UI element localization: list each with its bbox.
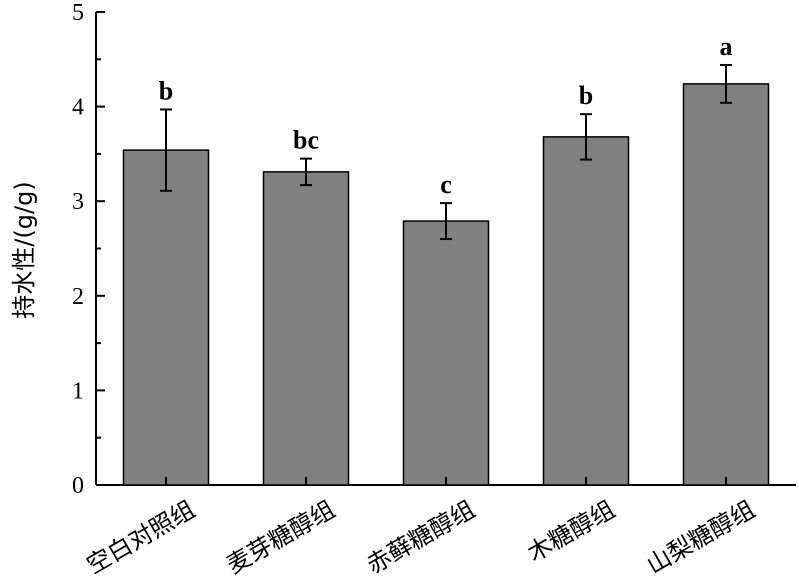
y-tick-label: 2: [72, 284, 84, 310]
significance-label: b: [159, 76, 173, 105]
x-tick-label: 赤藓糖醇组: [362, 495, 480, 579]
x-tick-label: 麦芽糖醇组: [222, 495, 340, 579]
bar-4: [542, 136, 630, 486]
y-tick-label: 0: [72, 473, 84, 499]
bar-2: [262, 171, 350, 486]
x-axis-labels: 空白对照组 麦芽糖醇组 赤藓糖醇组 木糖醇组 山梨糖醇组: [82, 477, 760, 579]
y-axis-ticks: 0 1 2 3 4 5: [72, 0, 105, 499]
bars: b bc c b a: [122, 32, 770, 486]
significance-label: c: [440, 170, 452, 199]
y-tick-label: 3: [72, 189, 84, 215]
bar-5: [682, 83, 770, 486]
significance-label: a: [720, 32, 733, 61]
y-tick-label: 5: [72, 0, 84, 26]
x-tick-label: 木糖醇组: [523, 495, 620, 567]
y-tick-label: 1: [72, 378, 84, 404]
x-tick-label: 山梨糖醇组: [642, 495, 760, 579]
y-tick-label: 4: [72, 95, 84, 121]
x-tick-label: 空白对照组: [82, 495, 200, 579]
significance-label: bc: [293, 126, 319, 155]
bar-3: [402, 220, 490, 486]
significance-label: b: [579, 81, 593, 110]
y-axis-title: 持水性/(g/g): [10, 181, 38, 318]
bar-1: [122, 149, 210, 486]
